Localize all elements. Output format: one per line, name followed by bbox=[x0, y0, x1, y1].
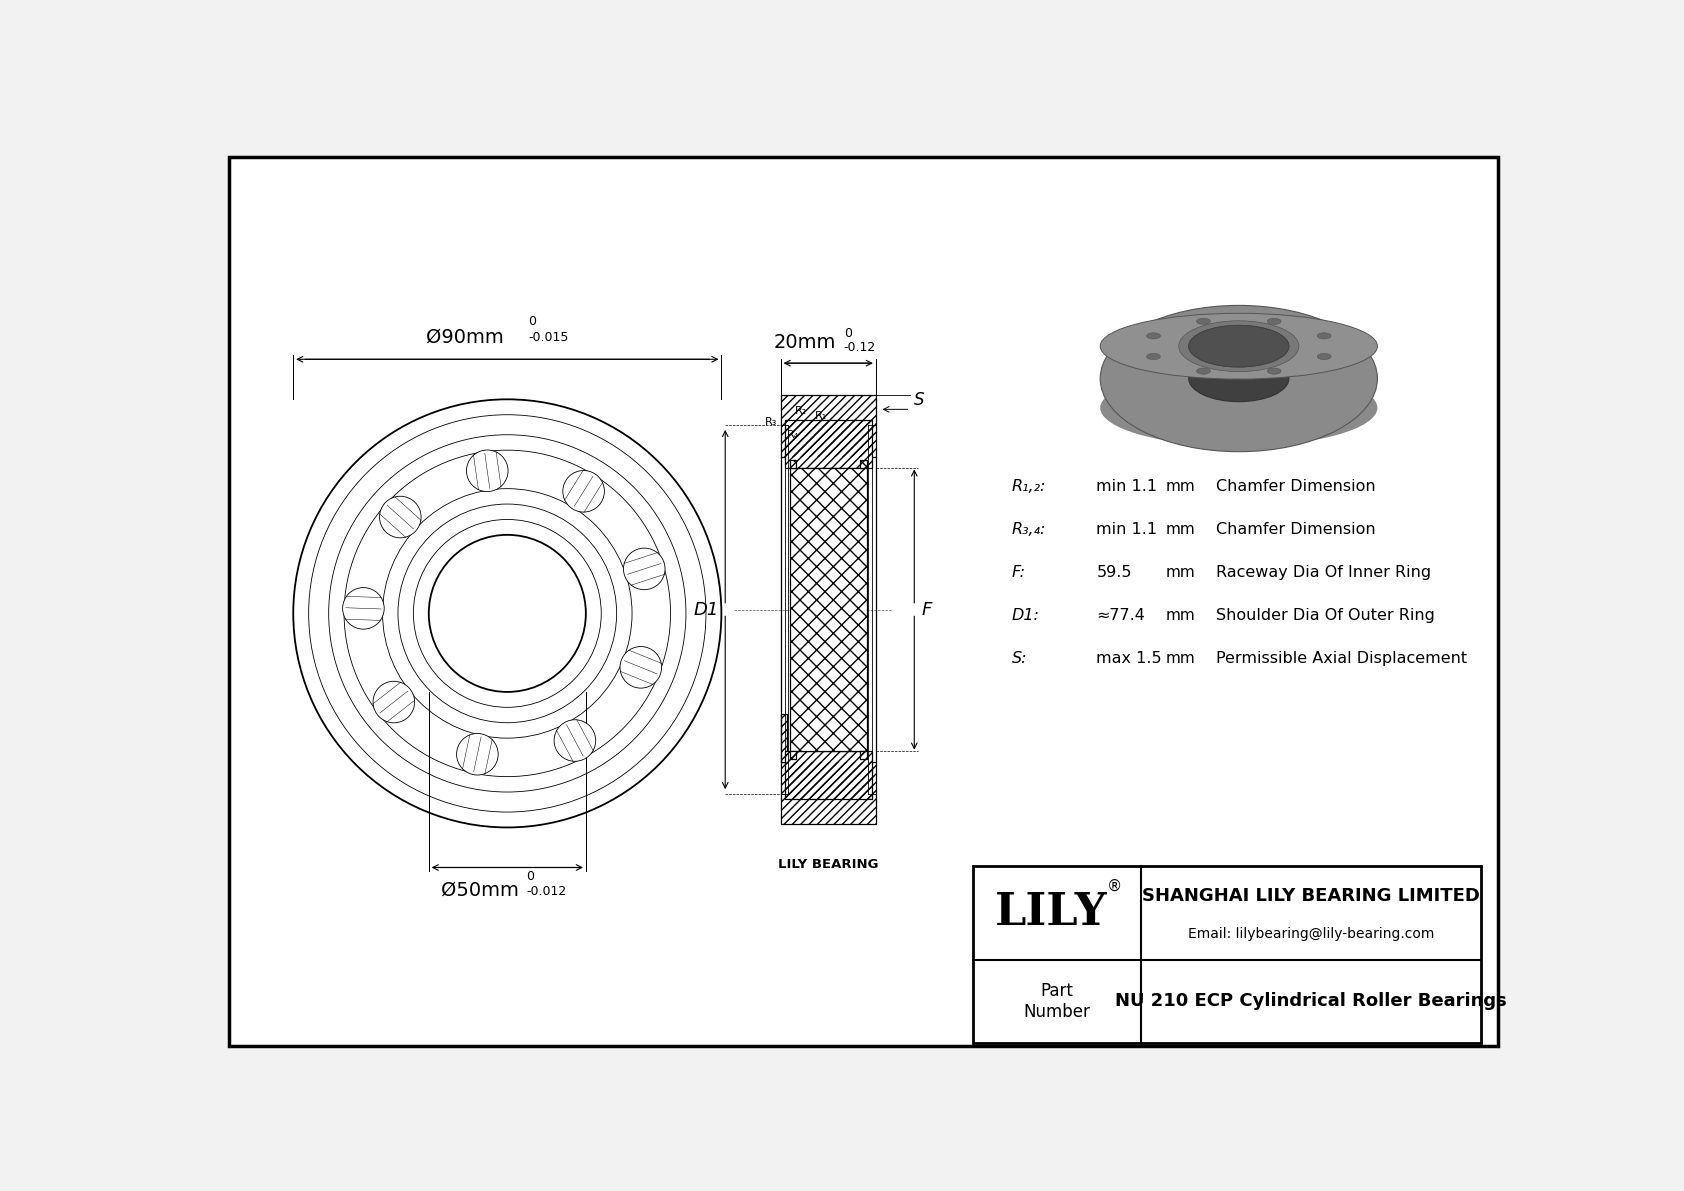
Text: NU 210 ECP Cylindrical Roller Bearings: NU 210 ECP Cylindrical Roller Bearings bbox=[1115, 992, 1507, 1010]
Text: mm: mm bbox=[1165, 522, 1196, 537]
Text: Email: lilybearing@lily-bearing.com: Email: lilybearing@lily-bearing.com bbox=[1187, 927, 1435, 941]
Text: -0.012: -0.012 bbox=[527, 885, 568, 898]
Bar bbox=[785, 752, 872, 799]
Ellipse shape bbox=[1179, 320, 1298, 372]
Circle shape bbox=[342, 587, 384, 629]
Ellipse shape bbox=[1100, 305, 1378, 451]
Text: S: S bbox=[914, 391, 925, 409]
Ellipse shape bbox=[1317, 354, 1330, 360]
Bar bbox=[861, 461, 867, 468]
Text: LILY: LILY bbox=[995, 891, 1106, 935]
Text: Part
Number: Part Number bbox=[1024, 983, 1091, 1021]
Text: Chamfer Dimension: Chamfer Dimension bbox=[1216, 479, 1376, 494]
Ellipse shape bbox=[1147, 332, 1160, 339]
Text: Raceway Dia Of Inner Ring: Raceway Dia Of Inner Ring bbox=[1216, 565, 1431, 580]
Ellipse shape bbox=[1197, 368, 1211, 374]
Ellipse shape bbox=[1189, 325, 1288, 367]
Text: Ø50mm: Ø50mm bbox=[441, 881, 519, 900]
Text: ≈77.4: ≈77.4 bbox=[1096, 609, 1145, 623]
Text: 0: 0 bbox=[844, 328, 852, 341]
Ellipse shape bbox=[1147, 354, 1160, 360]
Text: LILY BEARING: LILY BEARING bbox=[778, 859, 879, 872]
Bar bbox=[861, 461, 867, 468]
Text: mm: mm bbox=[1165, 651, 1196, 666]
Bar bbox=[781, 762, 876, 824]
Bar bbox=[781, 395, 876, 457]
Text: Shoulder Dia Of Outer Ring: Shoulder Dia Of Outer Ring bbox=[1216, 609, 1435, 623]
Bar bbox=[861, 752, 867, 759]
Circle shape bbox=[562, 470, 605, 512]
Bar bbox=[785, 420, 872, 468]
Ellipse shape bbox=[1317, 332, 1330, 339]
Bar bbox=[781, 395, 876, 457]
Bar bbox=[790, 752, 797, 759]
Bar bbox=[861, 752, 867, 759]
Ellipse shape bbox=[1268, 368, 1282, 374]
Bar bbox=[790, 752, 797, 759]
Text: mm: mm bbox=[1165, 609, 1196, 623]
Text: R₂: R₂ bbox=[795, 406, 808, 416]
Circle shape bbox=[623, 548, 665, 590]
Text: 59.5: 59.5 bbox=[1096, 565, 1132, 580]
Circle shape bbox=[379, 497, 421, 538]
Bar bbox=[790, 461, 797, 468]
Text: R₃: R₃ bbox=[765, 417, 778, 426]
Circle shape bbox=[429, 535, 586, 692]
Text: SHANGHAI LILY BEARING LIMITED: SHANGHAI LILY BEARING LIMITED bbox=[1142, 887, 1480, 905]
Circle shape bbox=[374, 681, 414, 723]
Text: Permissible Axial Displacement: Permissible Axial Displacement bbox=[1216, 651, 1467, 666]
Bar bbox=[785, 752, 872, 799]
Text: R₁,₂:: R₁,₂: bbox=[1012, 479, 1046, 494]
Ellipse shape bbox=[1189, 355, 1288, 401]
Text: min 1.1: min 1.1 bbox=[1096, 522, 1157, 537]
Text: min 1.1: min 1.1 bbox=[1096, 479, 1157, 494]
Text: mm: mm bbox=[1165, 565, 1196, 580]
Text: F: F bbox=[923, 600, 933, 618]
Text: R₁: R₁ bbox=[815, 411, 827, 422]
Circle shape bbox=[620, 647, 662, 688]
Bar bbox=[785, 420, 872, 468]
Ellipse shape bbox=[1100, 369, 1378, 447]
Text: D1: D1 bbox=[694, 600, 719, 618]
Text: ®: ® bbox=[1106, 879, 1123, 894]
Text: R₄: R₄ bbox=[786, 430, 800, 439]
Bar bbox=[781, 715, 786, 762]
Ellipse shape bbox=[1100, 313, 1378, 379]
Bar bbox=[781, 715, 786, 762]
Text: max 1.5: max 1.5 bbox=[1096, 651, 1162, 666]
Bar bbox=[973, 866, 1482, 1043]
Text: D1:: D1: bbox=[1012, 609, 1039, 623]
Bar bbox=[781, 762, 876, 824]
Text: Chamfer Dimension: Chamfer Dimension bbox=[1216, 522, 1376, 537]
Ellipse shape bbox=[1268, 318, 1282, 324]
Circle shape bbox=[554, 719, 596, 761]
Text: -0.12: -0.12 bbox=[844, 341, 876, 354]
Text: S:: S: bbox=[1012, 651, 1027, 666]
Text: 0: 0 bbox=[527, 869, 534, 883]
Text: -0.015: -0.015 bbox=[529, 331, 569, 344]
Bar bbox=[790, 461, 797, 468]
Text: mm: mm bbox=[1165, 479, 1196, 494]
Bar bbox=[790, 468, 867, 752]
Bar bbox=[790, 468, 867, 752]
Text: R₃,₄:: R₃,₄: bbox=[1012, 522, 1046, 537]
Circle shape bbox=[456, 734, 498, 775]
Ellipse shape bbox=[1189, 325, 1288, 367]
Text: F:: F: bbox=[1012, 565, 1026, 580]
Circle shape bbox=[466, 450, 509, 492]
Text: Ø90mm: Ø90mm bbox=[426, 328, 504, 347]
Circle shape bbox=[293, 399, 721, 828]
Text: 0: 0 bbox=[529, 316, 536, 329]
Text: 20mm: 20mm bbox=[775, 333, 837, 353]
Ellipse shape bbox=[1197, 318, 1211, 324]
